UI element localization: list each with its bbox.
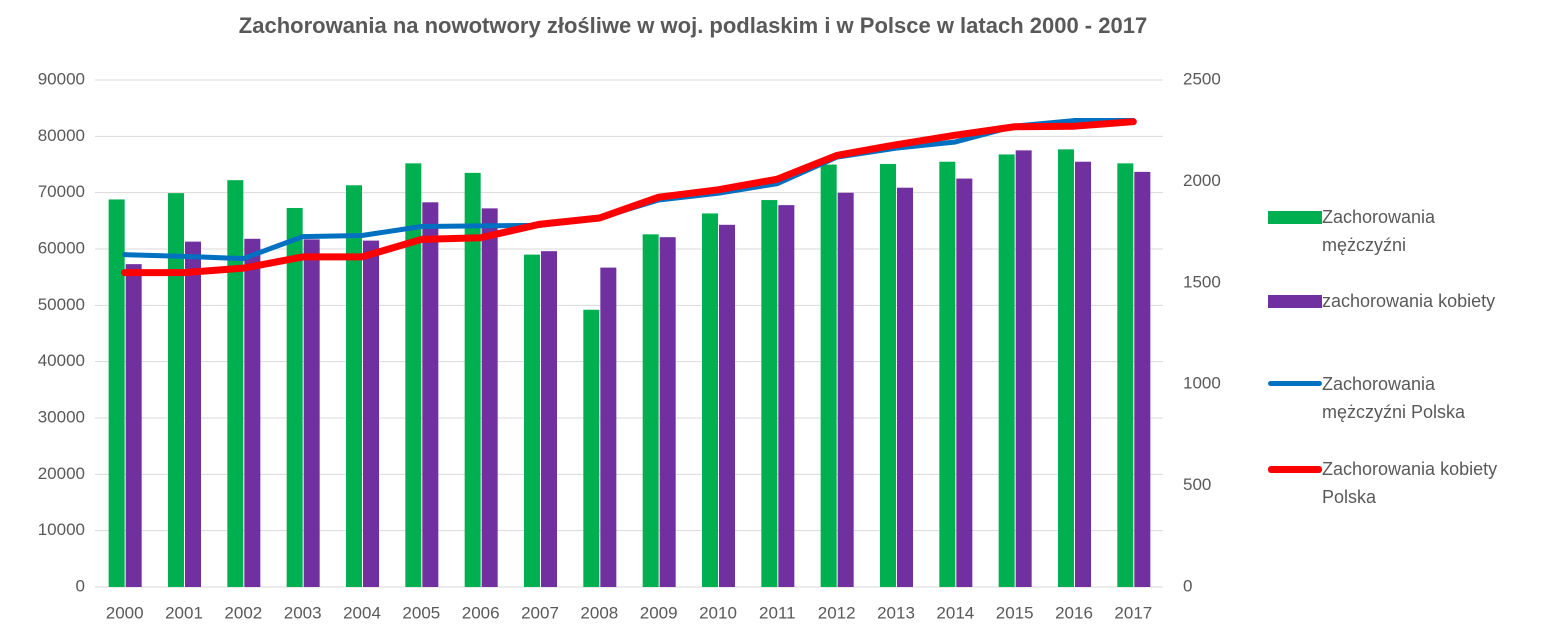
bar	[837, 192, 854, 587]
bar	[108, 199, 125, 587]
bar	[346, 185, 362, 587]
y-tick-label: 10000	[38, 520, 85, 539]
bar	[541, 251, 557, 587]
bar	[1015, 150, 1032, 588]
bar	[1075, 161, 1091, 587]
legend-swatch	[1268, 211, 1322, 224]
bar	[286, 207, 303, 587]
y-tick-label: 90000	[38, 69, 85, 88]
bar	[227, 180, 244, 587]
x-tick-label: 2000	[106, 603, 144, 622]
bar	[820, 164, 837, 587]
bar	[303, 239, 320, 587]
bar	[405, 163, 422, 587]
y-tick-label: 0	[76, 576, 85, 595]
bar	[939, 161, 956, 587]
y2-tick-label: 2500	[1183, 69, 1221, 88]
bar	[659, 237, 676, 588]
legend-swatch	[1268, 381, 1322, 386]
bar	[702, 213, 718, 588]
x-tick-label: 2002	[224, 603, 262, 622]
bar	[464, 172, 481, 588]
bar	[897, 187, 913, 587]
line	[122, 118, 1136, 262]
x-tick-label: 2012	[818, 603, 856, 622]
x-tick-label: 2009	[640, 603, 678, 622]
legend-label: Zachorowania mężczyźni Polska	[1322, 374, 1466, 422]
legend-label: Zachorowania mężczyźni	[1322, 207, 1436, 255]
bar	[880, 163, 896, 587]
y2-tick-label: 1000	[1183, 374, 1221, 393]
bar	[363, 240, 379, 587]
bar	[185, 241, 201, 588]
x-tick-label: 2016	[1055, 603, 1093, 622]
legend-swatch	[1268, 295, 1322, 308]
y-tick-label: 60000	[38, 238, 85, 257]
bar	[642, 234, 659, 587]
x-tick-label: 2007	[521, 603, 559, 622]
legend-label: Zachorowania kobiety Polska	[1322, 459, 1498, 507]
bar	[1058, 149, 1074, 587]
y-tick-label: 20000	[38, 464, 85, 483]
x-tick-label: 2001	[165, 603, 203, 622]
x-tick-label: 2004	[343, 603, 381, 622]
bar	[168, 193, 184, 587]
bar	[778, 205, 795, 587]
y2-tick-label: 2000	[1183, 171, 1221, 190]
x-tick-label: 2005	[402, 603, 440, 622]
x-tick-label: 2008	[580, 603, 618, 622]
bar	[956, 178, 973, 588]
legend-label: zachorowania kobiety	[1322, 291, 1496, 311]
x-tick-label: 2014	[936, 603, 974, 622]
y2-tick-label: 500	[1183, 475, 1211, 494]
x-tick-label: 2010	[699, 603, 737, 622]
bar	[125, 264, 142, 587]
bar	[998, 154, 1015, 587]
bar	[1117, 163, 1134, 587]
y-tick-label: 30000	[38, 407, 85, 426]
bar	[1134, 171, 1151, 587]
x-tick-label: 2015	[996, 603, 1034, 622]
y-tick-label: 70000	[38, 182, 85, 201]
y2-tick-label: 1500	[1183, 272, 1221, 291]
y2-tick-label: 0	[1183, 576, 1192, 595]
bar	[524, 254, 540, 588]
legend-swatch	[1268, 466, 1322, 473]
y-tick-label: 40000	[38, 351, 85, 370]
x-tick-label: 2017	[1114, 603, 1152, 622]
x-tick-label: 2011	[759, 603, 796, 622]
line	[121, 118, 1137, 277]
y-tick-label: 50000	[38, 295, 85, 314]
x-tick-label: 2006	[462, 603, 500, 622]
bar	[600, 267, 617, 587]
bar	[481, 208, 498, 587]
bar	[422, 202, 439, 588]
bar	[719, 224, 735, 587]
bar	[244, 238, 261, 587]
bar	[583, 309, 600, 587]
y-tick-label: 80000	[38, 126, 85, 145]
chart-title: Zachorowania na nowotwory złośliwe w woj…	[239, 13, 1147, 38]
x-tick-label: 2003	[284, 603, 322, 622]
x-tick-label: 2013	[877, 603, 915, 622]
bar	[761, 200, 778, 587]
